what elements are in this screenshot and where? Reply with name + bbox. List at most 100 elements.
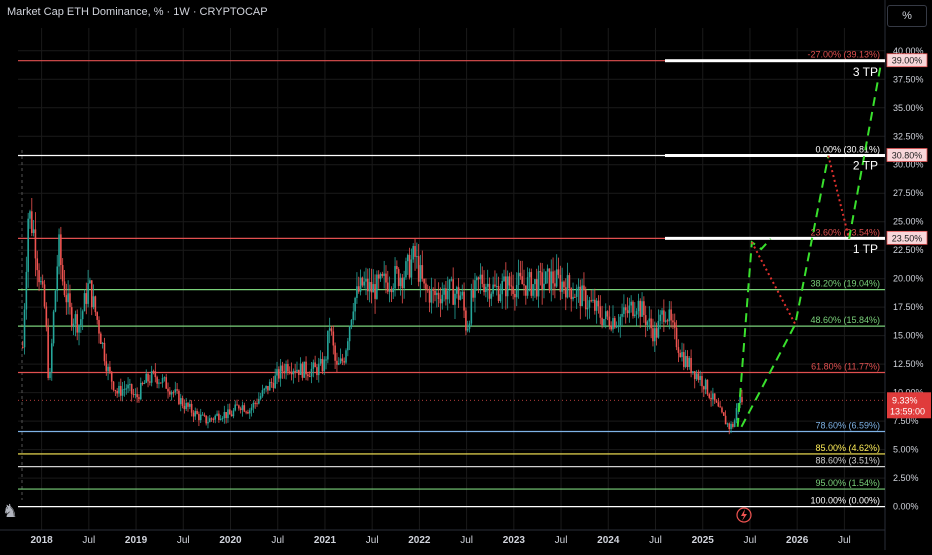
candle-body <box>724 415 727 425</box>
candle-body <box>439 299 442 304</box>
candle-body <box>127 384 129 389</box>
candle-body <box>241 405 244 410</box>
fib-level-label: 88.60% (3.51%) <box>815 456 880 466</box>
candle-body <box>316 367 318 376</box>
candle-body <box>721 407 723 413</box>
candle-body <box>31 211 33 234</box>
candle-body <box>279 365 282 379</box>
x-tick-label: Jul <box>271 535 284 546</box>
candle-body <box>297 369 300 375</box>
candle-body <box>644 315 647 325</box>
candle-body <box>228 409 231 415</box>
candle-body <box>341 358 344 362</box>
retrace-path-2 <box>827 155 851 240</box>
candle-body <box>416 256 418 258</box>
candle-body <box>80 319 82 326</box>
candle-body <box>219 418 222 420</box>
candle-body <box>72 323 75 327</box>
candle-body <box>621 313 623 317</box>
candle-body <box>357 286 360 292</box>
candle-body <box>397 269 400 287</box>
y-tick-label: 25.00% <box>893 217 924 227</box>
candle-body <box>646 321 649 325</box>
candle-body <box>169 391 171 395</box>
candle-body <box>236 404 238 406</box>
candle-body <box>354 297 356 312</box>
candle-body <box>85 293 88 304</box>
candle-body <box>399 277 402 287</box>
candle-body <box>741 396 743 403</box>
candle-body <box>465 310 467 331</box>
candle-body <box>686 355 689 367</box>
candle-body <box>575 288 578 297</box>
target-label: 3 TP <box>853 65 878 79</box>
candle-body <box>414 246 416 257</box>
candle-body <box>463 291 465 311</box>
candle-body <box>317 363 320 376</box>
candle-body <box>130 384 133 394</box>
candle-body <box>381 273 384 276</box>
candle-body <box>437 292 440 300</box>
fib-level-label: 48.60% (15.84%) <box>810 315 880 325</box>
candle-body <box>145 373 148 383</box>
candle-body <box>247 411 249 414</box>
candle-body <box>715 400 718 403</box>
y-tick-label: 22.50% <box>893 245 924 255</box>
y-tick-label: 7.50% <box>893 416 919 426</box>
candle-body <box>245 411 247 413</box>
candle-body <box>514 294 516 298</box>
candle-body <box>81 311 84 320</box>
candle-body <box>652 328 654 342</box>
candle-body <box>270 381 273 384</box>
candle-body <box>205 415 207 424</box>
x-tick-label: 2026 <box>786 535 809 546</box>
candle-body <box>149 381 151 383</box>
candle-body <box>515 284 518 298</box>
candle-body <box>421 265 424 279</box>
candle-body <box>699 376 701 380</box>
candle-body <box>517 272 520 285</box>
candle-body <box>45 306 48 328</box>
candle-body <box>165 377 168 389</box>
candle-body <box>617 325 620 327</box>
candle-body <box>288 371 291 373</box>
candle-body <box>230 414 233 417</box>
candle-body <box>90 280 93 308</box>
candle-body <box>163 377 166 379</box>
candle-body <box>628 305 631 314</box>
candle-body <box>203 414 206 416</box>
candle-body <box>123 388 126 390</box>
candle-body <box>170 392 173 395</box>
candle-body <box>592 299 594 301</box>
candle-body <box>161 378 164 383</box>
fib-level-label: -27.00% (39.13%) <box>807 50 880 60</box>
candle-body <box>539 271 542 273</box>
candle-body <box>508 276 511 286</box>
lightning-icon <box>736 507 752 523</box>
candle-body <box>679 352 682 358</box>
candle-body <box>590 300 593 302</box>
candle-body <box>443 288 445 295</box>
candle-body <box>475 277 478 281</box>
candle-body <box>608 316 611 326</box>
y-tick-label: 35.00% <box>893 103 924 113</box>
candle-body <box>713 393 716 401</box>
candle-body <box>276 369 278 376</box>
x-tick-label: 2022 <box>408 535 431 546</box>
unit-toggle-button[interactable]: % <box>887 5 927 27</box>
candle-body <box>459 295 462 300</box>
candle-body <box>695 373 698 380</box>
candle-body <box>61 265 64 282</box>
candle-body <box>501 280 504 295</box>
candle-body <box>379 273 382 279</box>
candle-body <box>252 402 255 408</box>
candle-body <box>510 285 513 287</box>
candle-body <box>198 413 200 421</box>
candle-body <box>89 280 91 284</box>
candle-body <box>114 390 117 392</box>
fib-level-label: 78.60% (6.59%) <box>815 421 880 431</box>
candle-body <box>505 276 507 297</box>
axis-level-badge <box>886 53 928 68</box>
